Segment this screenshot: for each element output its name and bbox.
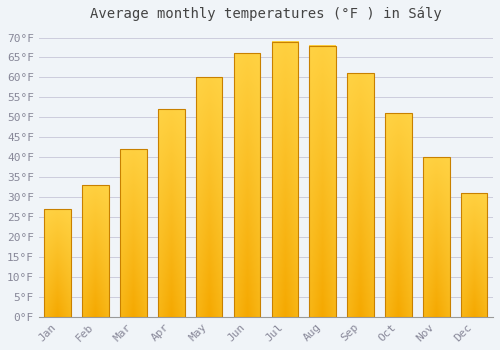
Bar [423, 157, 450, 317]
Bar [272, 42, 298, 317]
Bar [461, 193, 487, 317]
Bar [82, 185, 109, 317]
Bar [234, 54, 260, 317]
Bar [44, 209, 71, 317]
Bar [158, 109, 184, 317]
Bar [310, 46, 336, 317]
Title: Average monthly temperatures (°F ) in Sály: Average monthly temperatures (°F ) in Sá… [90, 7, 442, 21]
Bar [348, 74, 374, 317]
Bar [196, 77, 222, 317]
Bar [120, 149, 146, 317]
Bar [385, 113, 411, 317]
